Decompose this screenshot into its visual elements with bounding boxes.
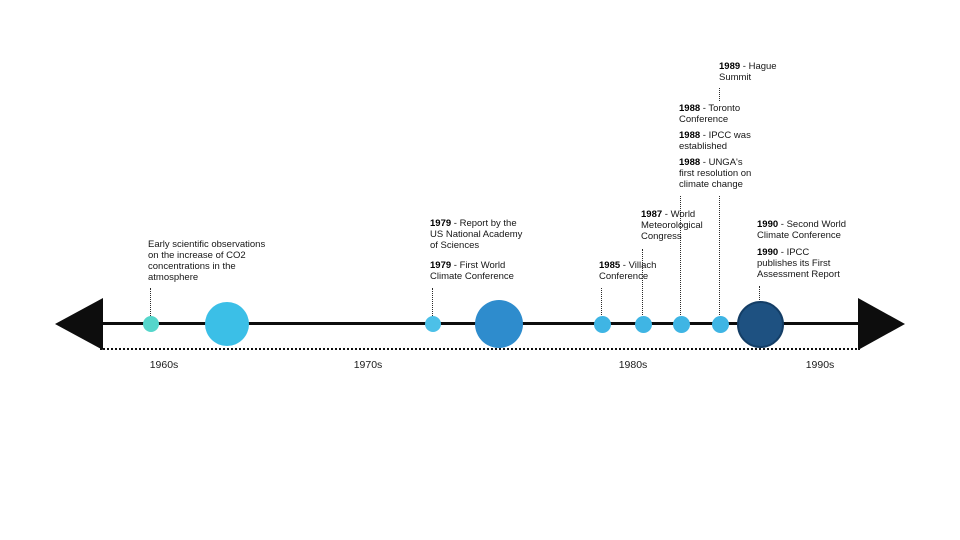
annotation-1989-hague-summit: 1989 - Hague Summit bbox=[719, 61, 777, 83]
event-text: - UNGA's first resolution on climate cha… bbox=[679, 157, 752, 190]
event-year: 1988 bbox=[679, 103, 701, 114]
event-text: - Villach Conference bbox=[599, 260, 657, 282]
marker-decade-1960s bbox=[205, 302, 249, 346]
event-year: 1988 bbox=[679, 157, 701, 168]
decade-baseline-dotted bbox=[100, 348, 860, 350]
leader-line-1990-events bbox=[759, 286, 760, 300]
marker-1990-events bbox=[736, 300, 784, 348]
leader-line-1988-events bbox=[680, 196, 681, 315]
annotation-1979-academy-report: 1979 - Report by the US National Academy… bbox=[430, 218, 522, 251]
annotation-1988-ipcc-established: 1988 - IPCC was established bbox=[679, 130, 751, 152]
leader-line-1987-wmc bbox=[642, 249, 643, 315]
annotation-1987-world-met-congress: 1987 - World Meteorological Congress bbox=[641, 209, 703, 242]
annotation-1990-second-world-climate-conf: 1990 - Second World Climate Conference bbox=[757, 219, 846, 241]
leader-line-1989-hague-upper bbox=[719, 88, 720, 101]
marker-1985-villach bbox=[593, 315, 611, 333]
event-year: 1990 bbox=[757, 219, 779, 230]
event-text: Early scientific observations on the inc… bbox=[148, 239, 266, 283]
event-year: 1979 bbox=[430, 218, 452, 229]
leader-line-early-observations bbox=[150, 288, 151, 316]
event-text: - Second World Climate Conference bbox=[757, 219, 847, 241]
marker-1987-wmc bbox=[634, 315, 652, 333]
event-text: - IPCC publishes its First Assessment Re… bbox=[757, 247, 840, 280]
event-text: - IPCC was established bbox=[679, 130, 751, 152]
annotation-1988-toronto-conference: 1988 - Toronto Conference bbox=[679, 103, 740, 125]
marker-decade-1970s bbox=[475, 300, 523, 348]
leader-line-1979-events bbox=[432, 288, 433, 316]
event-year: 1985 bbox=[599, 260, 621, 271]
event-text: - First World Climate Conference bbox=[430, 260, 514, 282]
marker-1988-events bbox=[672, 315, 690, 333]
event-year: 1979 bbox=[430, 260, 452, 271]
marker-1979-events bbox=[425, 316, 441, 332]
decade-label-1960s: 1960s bbox=[149, 359, 179, 371]
event-text: - Toronto Conference bbox=[679, 103, 741, 125]
annotation-early-observations: Early scientific observations on the inc… bbox=[148, 239, 265, 283]
annotation-1990-ipcc-first-assessment: 1990 - IPCC publishes its First Assessme… bbox=[757, 247, 840, 280]
event-text: - Report by the US National Academy of S… bbox=[430, 218, 523, 251]
timeline-arrow-right-icon bbox=[858, 298, 905, 350]
leader-line-1985-villach bbox=[601, 288, 602, 315]
marker-early-observations bbox=[143, 316, 159, 332]
event-year: 1989 bbox=[719, 61, 741, 72]
event-text: - Hague Summit bbox=[719, 61, 777, 83]
annotation-1979-first-world-climate-conf: 1979 - First World Climate Conference bbox=[430, 260, 514, 282]
annotation-1988-unga-resolution: 1988 - UNGA's first resolution on climat… bbox=[679, 157, 751, 190]
event-year: 1987 bbox=[641, 209, 663, 220]
decade-label-1980s: 1980s bbox=[618, 359, 648, 371]
timeline-arrow-left-icon bbox=[55, 298, 103, 350]
event-year: 1990 bbox=[757, 247, 779, 258]
event-text: - World Meteorological Congress bbox=[641, 209, 703, 242]
leader-line-1989-hague-lower bbox=[719, 196, 720, 315]
annotation-1985-villach-conference: 1985 - Villach Conference bbox=[599, 260, 656, 282]
decade-label-1970s: 1970s bbox=[353, 359, 383, 371]
decade-label-1990s: 1990s bbox=[805, 359, 835, 371]
marker-1989-hague bbox=[711, 315, 729, 333]
event-year: 1988 bbox=[679, 130, 701, 141]
